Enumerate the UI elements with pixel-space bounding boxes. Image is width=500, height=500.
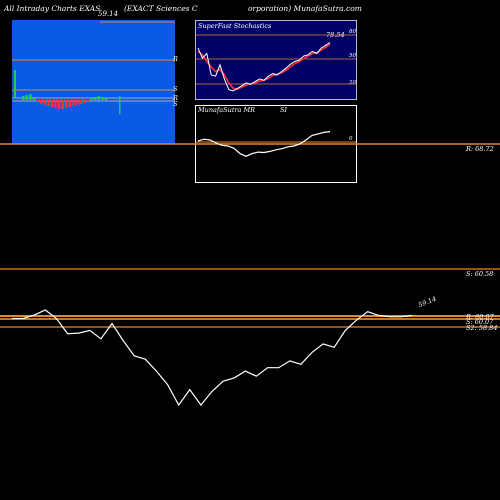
intraday-bar bbox=[83, 100, 86, 103]
intraday-bar bbox=[29, 94, 32, 100]
intraday-marker-r2: R bbox=[173, 94, 178, 102]
intraday-bar bbox=[47, 100, 50, 106]
intraday-bar bbox=[76, 100, 79, 105]
intraday-bar bbox=[43, 100, 46, 105]
intraday-marker-s1: S bbox=[173, 85, 178, 93]
intraday-spike-bar bbox=[14, 70, 16, 98]
intraday-top-label: 59.14 bbox=[98, 10, 119, 18]
stochastics-tick-80: 80 bbox=[349, 29, 356, 35]
stoch-fast-line bbox=[197, 41, 331, 92]
intraday-bar bbox=[32, 97, 36, 100]
intraday-bar bbox=[90, 98, 93, 100]
mrsi-tick-0: 0 bbox=[349, 136, 353, 142]
intraday-bar bbox=[65, 100, 68, 108]
intraday-bar bbox=[22, 96, 25, 100]
intraday-panel bbox=[12, 20, 175, 144]
intraday-bar bbox=[54, 100, 57, 108]
intraday-bars bbox=[14, 70, 121, 114]
intraday-bar bbox=[58, 100, 61, 109]
level-label-r2: R: 60.07 bbox=[466, 313, 494, 321]
level-label-s2: S: 60.07 bbox=[466, 318, 494, 326]
stochastics-title: SuperFast Stochastics bbox=[198, 22, 272, 30]
stochastics-tick-20: 20 bbox=[349, 80, 356, 86]
intraday-marker-r1: R bbox=[173, 55, 178, 63]
price-series-line bbox=[12, 309, 413, 407]
intraday-bar bbox=[61, 100, 64, 109]
intraday-bar bbox=[72, 100, 75, 106]
mrsi-title-b: SI bbox=[280, 106, 288, 114]
mrsi-series-line bbox=[197, 131, 331, 157]
header-right: orporation) MunafaSutra.com bbox=[248, 4, 362, 13]
intraday-bar bbox=[50, 100, 54, 107]
stochastics-tick-50: 50 bbox=[349, 53, 356, 59]
mrsi-title-a: MunafaSutra MR bbox=[198, 106, 256, 114]
intraday-bar bbox=[94, 97, 97, 100]
intraday-bar bbox=[68, 100, 72, 107]
intraday-bar bbox=[40, 100, 43, 104]
intraday-bar bbox=[104, 98, 108, 100]
intraday-bar bbox=[36, 100, 39, 102]
level-label-s3: S2: 58.84 bbox=[466, 324, 498, 332]
intraday-spike-bar bbox=[119, 96, 121, 114]
intraday-bar bbox=[97, 96, 100, 100]
stoch-slow-line bbox=[197, 43, 331, 90]
level-label-r: R: 68.72 bbox=[466, 145, 494, 153]
stochastics-panel bbox=[195, 20, 357, 100]
intraday-marker-s2: S bbox=[173, 100, 178, 108]
header-middle: (EXACT Sciences C bbox=[124, 4, 198, 13]
intraday-bar bbox=[79, 100, 82, 104]
intraday-bar bbox=[101, 97, 104, 100]
intraday-bar bbox=[86, 100, 90, 102]
header-left: All Intraday Charts EXAS bbox=[4, 4, 101, 13]
intraday-bar bbox=[25, 95, 28, 100]
level-label-s: S: 60.58 bbox=[466, 270, 494, 278]
